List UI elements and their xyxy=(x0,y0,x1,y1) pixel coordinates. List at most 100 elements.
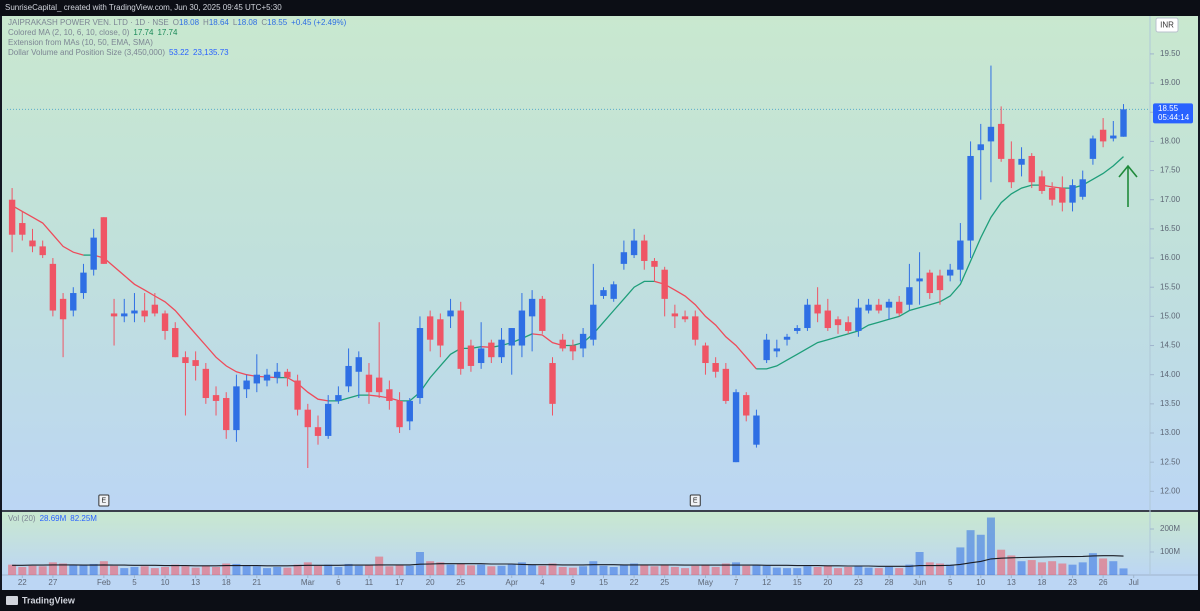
candle-body xyxy=(804,304,811,329)
volume-bar xyxy=(834,568,843,575)
candle-body xyxy=(702,345,709,364)
volume-bar xyxy=(18,566,27,575)
volume-bar xyxy=(619,564,628,575)
volume-bar xyxy=(1027,560,1036,575)
candle-body xyxy=(630,240,638,256)
volume-bar xyxy=(732,562,741,575)
volume-legend-value: 82.25M xyxy=(70,514,97,523)
candle-body xyxy=(29,240,36,247)
candle-body xyxy=(539,298,546,331)
y-tick-label: 14.00 xyxy=(1160,370,1181,379)
volume-legend: Vol (20) 28.69M 82.25M xyxy=(8,514,97,523)
ohlc-value: 18.64 xyxy=(209,18,230,27)
time-axis xyxy=(2,575,1198,590)
candle-body xyxy=(794,328,801,331)
x-tick-label: 18 xyxy=(222,578,231,587)
volume-bar xyxy=(232,563,241,575)
ma-line xyxy=(287,377,329,402)
ma-line xyxy=(368,394,400,402)
candle-body xyxy=(457,310,464,369)
candle-body xyxy=(1079,179,1086,197)
volume-bar xyxy=(28,565,37,575)
candle-body xyxy=(865,304,872,311)
x-tick-label: 25 xyxy=(660,578,669,587)
brand: TradingView xyxy=(22,595,76,605)
volume-bar xyxy=(324,564,333,575)
x-tick-label: Feb xyxy=(97,578,111,587)
indicator-value: 17.74 xyxy=(133,28,154,37)
event-label: E xyxy=(693,497,698,504)
volume-bar xyxy=(497,565,506,575)
x-tick-label: 4 xyxy=(540,578,545,587)
x-tick-label: 5 xyxy=(948,578,953,587)
volume-bar xyxy=(1109,561,1118,575)
candle-body xyxy=(753,415,760,445)
x-tick-label: May xyxy=(698,578,713,587)
volume-bar xyxy=(1119,568,1128,575)
candle-body xyxy=(274,371,281,378)
y-tick-label: 15.50 xyxy=(1160,282,1181,291)
candle-body xyxy=(590,304,597,340)
candle-body xyxy=(192,360,199,366)
candle-body xyxy=(926,272,933,294)
candle-body xyxy=(1099,129,1107,142)
volume-bar xyxy=(48,562,57,575)
candle-body xyxy=(875,304,882,311)
volume-bar xyxy=(477,564,486,575)
currency-box xyxy=(1155,17,1179,33)
candle-body xyxy=(467,345,475,366)
volume-bar xyxy=(640,565,649,575)
volume-bar xyxy=(935,563,944,575)
price-label: 18.55 xyxy=(1158,104,1179,113)
change: +0.45 (+2.49%) xyxy=(291,18,346,27)
volume-bar xyxy=(303,562,312,575)
event-label: E xyxy=(102,497,107,504)
volume-bar xyxy=(997,549,1006,575)
volume-bar xyxy=(334,566,343,575)
volume-legend-value: 28.69M xyxy=(40,514,67,523)
ohlc-key: O xyxy=(173,18,179,27)
volume-bar xyxy=(283,567,292,575)
x-tick-label: Jul xyxy=(1129,578,1139,587)
candle-body xyxy=(406,400,413,422)
volume-bar xyxy=(803,566,812,575)
y-tick-label: 19.00 xyxy=(1160,78,1181,87)
candle-body xyxy=(579,333,587,349)
volume-bar xyxy=(976,534,985,575)
legend: JAIPRAKASH POWER VEN. LTD · 1D · NSE O18.… xyxy=(8,18,347,523)
candle-body xyxy=(314,427,322,436)
volume-bar xyxy=(1017,561,1026,575)
candle-body xyxy=(80,272,87,294)
candle-body xyxy=(39,246,46,256)
ma-line xyxy=(532,333,563,347)
candle-body xyxy=(610,284,617,299)
volume-bar xyxy=(426,561,435,575)
volume-bar xyxy=(252,566,261,575)
candle-body xyxy=(182,357,189,364)
volume-bar xyxy=(171,564,180,575)
candle-body xyxy=(19,223,26,235)
candle-body xyxy=(416,328,424,399)
volume-bar xyxy=(191,567,200,575)
candle-body xyxy=(161,313,169,331)
indicator-row: Extension from MAs (10, 50, EMA, SMA) xyxy=(8,38,153,47)
volume-bar xyxy=(599,565,608,575)
candle-body xyxy=(212,395,220,401)
candle-body xyxy=(783,336,791,340)
volume-bar xyxy=(375,556,384,575)
candle-body xyxy=(518,310,526,346)
candle-body xyxy=(294,380,301,410)
candle-body xyxy=(386,389,393,401)
x-tick-label: 23 xyxy=(1068,578,1077,587)
y-tick-label: 17.50 xyxy=(1160,166,1181,175)
ohlc-value: 18.08 xyxy=(237,18,258,27)
volume-bar xyxy=(273,566,282,575)
volume-bar xyxy=(507,563,516,575)
x-tick-label: Mar xyxy=(301,578,315,587)
candle-body xyxy=(1120,109,1127,137)
candle-body xyxy=(641,240,648,261)
brand-logo: TradingView xyxy=(6,595,76,605)
volume-bar xyxy=(364,565,373,575)
